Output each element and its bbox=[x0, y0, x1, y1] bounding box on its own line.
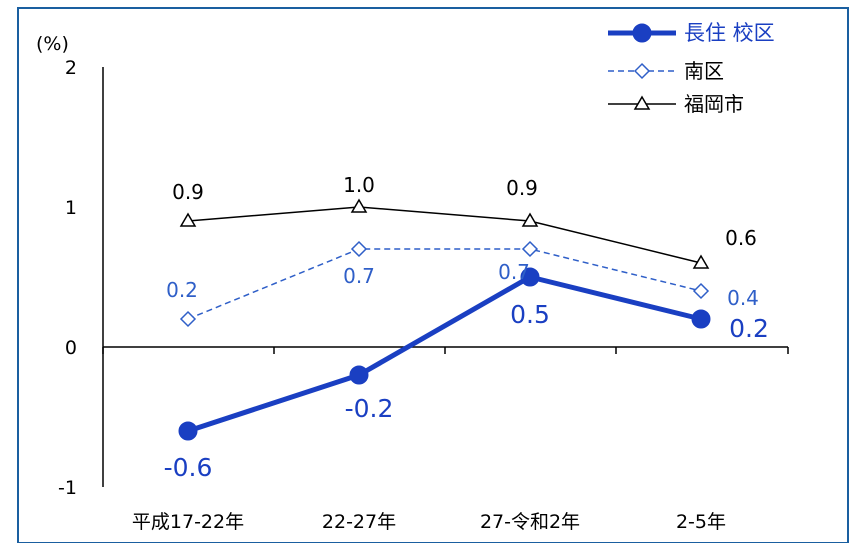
data-label: 0.4 bbox=[727, 286, 759, 310]
y-tick-label: 0 bbox=[65, 337, 77, 359]
chart-frame bbox=[17, 7, 849, 543]
y-tick-label: 1 bbox=[65, 197, 77, 219]
data-label: 0.5 bbox=[510, 300, 550, 329]
y-axis-unit-label: (%) bbox=[36, 33, 69, 55]
x-category-label: 22-27年 bbox=[322, 511, 396, 533]
triangle-marker bbox=[521, 212, 539, 227]
data-label-layer: 0.9 1.0 0.9 0.6 0.2 0.7 0.7 0.4 -0.6 -0.2 0.5 0.2 bbox=[164, 173, 769, 482]
data-label: 0.7 bbox=[343, 264, 375, 288]
circle-marker bbox=[691, 309, 711, 329]
data-label: 0.6 bbox=[725, 226, 757, 250]
series-line bbox=[187, 274, 702, 434]
y-tick-label: 2 bbox=[65, 57, 77, 79]
circle-marker bbox=[178, 421, 198, 441]
series-line bbox=[187, 248, 702, 320]
data-label: 0.9 bbox=[172, 180, 204, 204]
data-label: 0.2 bbox=[729, 314, 769, 343]
x-category-label: 2-5年 bbox=[676, 511, 726, 533]
x-category-label: 平成17-22年 bbox=[132, 511, 244, 533]
legend-entry: 福岡市 bbox=[684, 92, 744, 116]
triangle-marker bbox=[633, 95, 651, 110]
circle-marker bbox=[632, 23, 652, 43]
legend-entry: 長住 校区 bbox=[684, 21, 775, 45]
series-line bbox=[187, 206, 702, 264]
legend-entry: 南区 bbox=[684, 59, 724, 83]
data-label: 0.9 bbox=[506, 176, 538, 200]
triangle-marker bbox=[179, 212, 197, 227]
triangle-marker bbox=[692, 254, 710, 269]
y-tick-label: -1 bbox=[58, 477, 77, 499]
data-label: -0.6 bbox=[164, 453, 213, 482]
data-label: -0.2 bbox=[345, 394, 394, 423]
triangle-marker bbox=[350, 198, 368, 213]
x-category-label: 27-令和2年 bbox=[480, 511, 580, 533]
circle-marker bbox=[520, 267, 540, 287]
diamond-marker bbox=[692, 282, 710, 300]
circle-marker bbox=[349, 365, 369, 385]
diamond-marker bbox=[521, 240, 539, 258]
diamond-marker bbox=[350, 240, 368, 258]
axes: 2 1 0 -1 (%) 平成17-22年 22-27年 27-令和2年 2-5年 bbox=[36, 33, 789, 533]
series-layer bbox=[178, 198, 711, 441]
diamond-marker bbox=[179, 310, 197, 328]
data-label: 1.0 bbox=[343, 173, 375, 197]
diamond-marker bbox=[633, 62, 651, 80]
data-label: 0.7 bbox=[498, 260, 530, 284]
data-label: 0.2 bbox=[166, 278, 198, 302]
